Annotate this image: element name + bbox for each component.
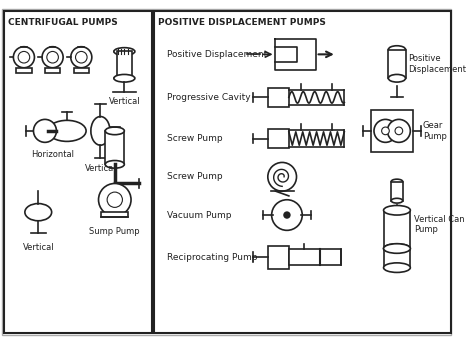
Bar [268,246,289,269]
Text: POSITIVE DISPLACEMENT PUMPS: POSITIVE DISPLACEMENT PUMPS [158,18,326,27]
Circle shape [75,52,87,63]
Bar [101,212,128,217]
Ellipse shape [383,244,410,253]
Text: Progressive Cavity: Progressive Cavity [167,93,251,102]
Bar [383,248,410,268]
Ellipse shape [383,263,410,272]
Bar [105,131,124,164]
Circle shape [374,119,397,142]
Text: Horizontal: Horizontal [31,150,74,159]
Ellipse shape [391,198,403,203]
Circle shape [13,47,35,68]
Bar [117,52,132,78]
Circle shape [34,119,56,142]
Bar [289,249,341,265]
Text: Sump Pump: Sump Pump [90,226,140,236]
Ellipse shape [91,117,110,145]
Ellipse shape [114,48,135,55]
Text: Vertical Can
Pump: Vertical Can Pump [414,215,465,234]
Circle shape [18,52,30,63]
Bar [391,182,403,201]
Ellipse shape [391,179,403,184]
Bar [268,129,289,148]
Bar [268,88,289,107]
Circle shape [382,127,389,135]
Bar [383,210,410,248]
Bar [16,68,32,73]
Ellipse shape [105,127,124,135]
Text: Vertical: Vertical [109,97,140,106]
Bar [4,11,152,333]
Bar [388,50,406,78]
Bar [154,11,451,333]
Circle shape [107,192,122,207]
Text: Vertical: Vertical [22,243,54,252]
Circle shape [272,200,302,230]
Text: Vacuum Pump: Vacuum Pump [167,211,232,219]
Text: Positive
Displacement: Positive Displacement [409,54,466,74]
Circle shape [284,212,290,218]
Ellipse shape [105,161,124,168]
Circle shape [395,127,403,135]
Circle shape [387,119,410,142]
Ellipse shape [388,74,406,82]
Ellipse shape [383,205,410,215]
Bar [371,110,413,152]
Text: Reciprocating Pump: Reciprocating Pump [167,252,258,262]
Circle shape [42,47,63,68]
Text: CENTRIFUGAL PUMPS: CENTRIFUGAL PUMPS [8,18,118,27]
Ellipse shape [25,204,52,221]
Ellipse shape [48,120,86,141]
Circle shape [268,162,297,191]
Text: Positive Displacement: Positive Displacement [167,50,268,59]
Text: Vertical: Vertical [85,164,116,173]
Ellipse shape [383,244,410,253]
Bar [45,68,60,73]
Ellipse shape [114,74,135,82]
Bar [73,68,89,73]
Ellipse shape [388,46,406,53]
Circle shape [71,47,92,68]
Text: Screw Pump: Screw Pump [167,172,223,181]
Circle shape [47,52,58,63]
Circle shape [99,183,131,216]
Text: Screw Pump: Screw Pump [167,134,223,143]
Text: Gear
Pump: Gear Pump [423,121,447,141]
